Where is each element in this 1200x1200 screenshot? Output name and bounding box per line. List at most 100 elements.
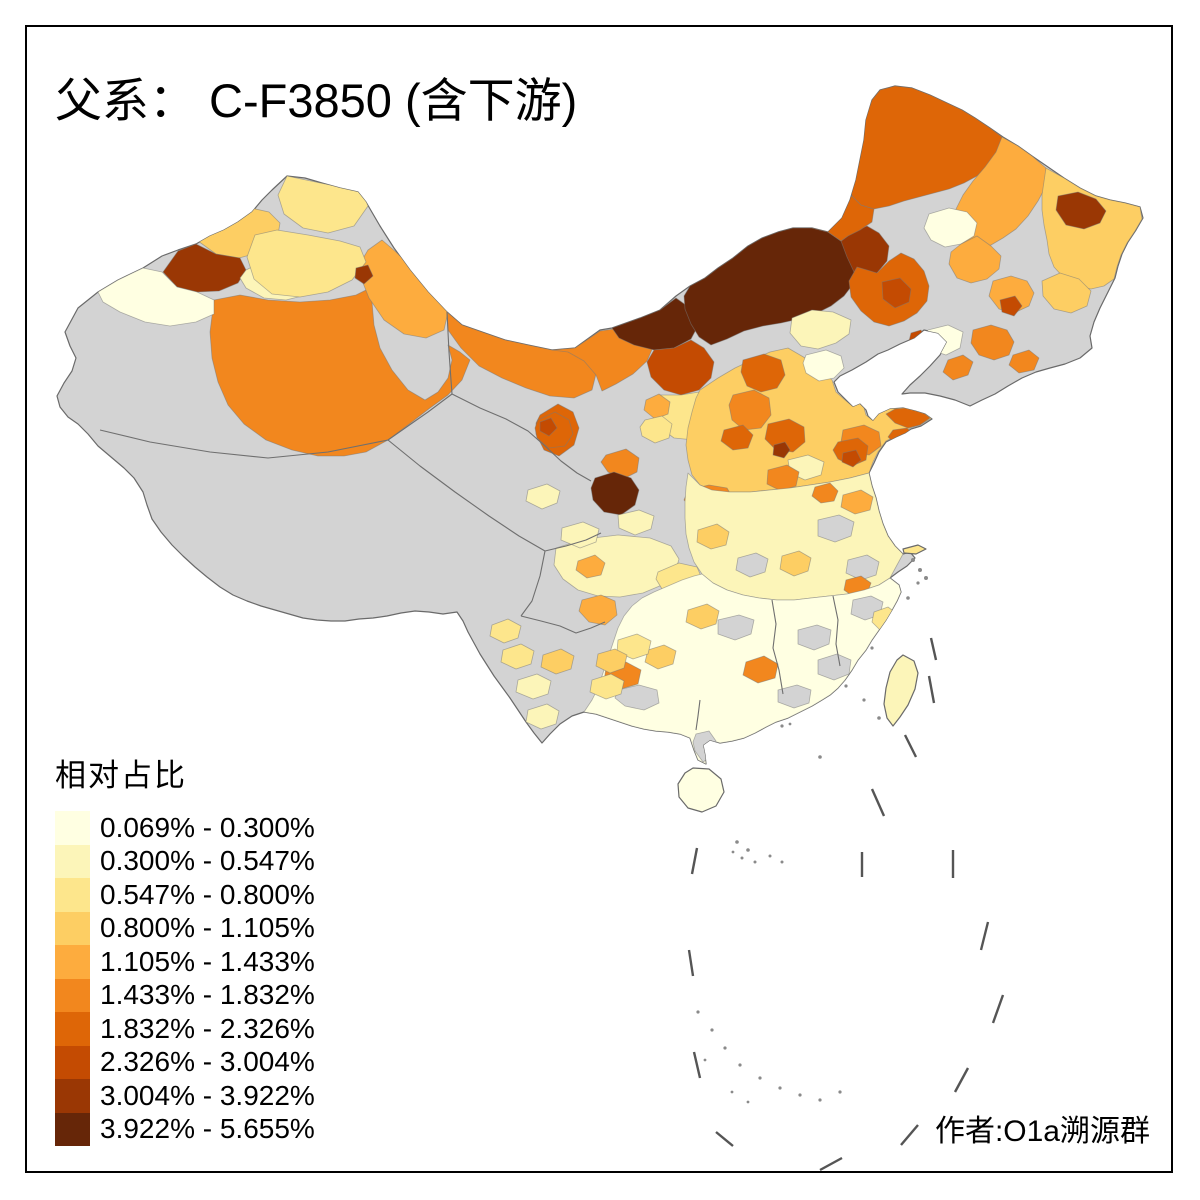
- map-region: [777, 684, 812, 709]
- map-region: [797, 624, 832, 651]
- map-region: [766, 464, 800, 492]
- nine-dash-segment: [687, 949, 695, 977]
- map-region: [539, 417, 558, 437]
- map-region: [999, 295, 1023, 317]
- nine-dash-segment: [903, 734, 918, 758]
- islet: [924, 576, 928, 580]
- islet: [730, 1090, 734, 1094]
- nine-dash-segment: [927, 675, 936, 704]
- legend-title: 相对占比: [55, 758, 187, 793]
- islet: [758, 1076, 762, 1080]
- map-region: [817, 514, 855, 543]
- map-region: [644, 644, 677, 670]
- map-region: [97, 267, 215, 327]
- islet: [911, 558, 915, 562]
- map-region: [578, 594, 618, 626]
- map-region: [600, 448, 640, 480]
- islet: [818, 1098, 822, 1102]
- islet: [731, 850, 735, 854]
- map-region: [683, 227, 858, 346]
- map-region: [840, 489, 874, 515]
- legend-label: 1.433% - 1.832%: [100, 979, 315, 1011]
- nine-dash-segment: [715, 1131, 734, 1147]
- islet: [862, 698, 866, 702]
- province-border: [771, 599, 784, 695]
- map-region: [772, 441, 791, 459]
- map-region: [209, 289, 471, 457]
- islet: [753, 860, 757, 864]
- province-border: [387, 439, 546, 552]
- legend-swatch: [55, 811, 90, 845]
- legend-row: 0.547% - 0.800%: [55, 878, 315, 912]
- taiwan-island: [883, 654, 919, 727]
- map-region: [525, 483, 561, 510]
- islet: [788, 722, 792, 726]
- islet: [838, 1090, 842, 1094]
- islet: [703, 1058, 707, 1062]
- map-region: [614, 684, 660, 711]
- province-border: [544, 532, 602, 552]
- province-border: [832, 595, 841, 667]
- legend-label: 3.004% - 3.922%: [100, 1079, 315, 1111]
- islet: [746, 848, 750, 852]
- map-region: [764, 418, 806, 453]
- map-region: [740, 353, 786, 393]
- islet: [740, 856, 744, 860]
- map-region: [589, 673, 625, 700]
- province-border: [520, 615, 606, 634]
- islet: [780, 724, 784, 728]
- islet: [918, 568, 922, 572]
- legend-row: 2.326% - 3.004%: [55, 1045, 315, 1079]
- map-region: [685, 603, 720, 630]
- map-region: [617, 509, 655, 536]
- map-region: [845, 554, 880, 581]
- legend-row: 0.300% - 0.547%: [55, 844, 315, 878]
- map-region: [881, 277, 912, 309]
- map-region: [639, 415, 673, 444]
- nine-dash-segment: [991, 994, 1005, 1024]
- legend-row: 1.433% - 1.832%: [55, 978, 315, 1012]
- islet: [780, 860, 784, 864]
- map-region: [885, 407, 931, 429]
- legend-row: 1.105% - 1.433%: [55, 945, 315, 979]
- islet: [696, 1010, 700, 1014]
- islet: [746, 1100, 750, 1104]
- province-border: [99, 393, 453, 459]
- nine-dash-segment: [690, 847, 699, 875]
- map-region: [696, 523, 730, 550]
- legend-row: 0.800% - 1.105%: [55, 911, 315, 945]
- legend-label: 1.832% - 2.326%: [100, 1012, 315, 1044]
- islet: [768, 854, 772, 858]
- chongming-island: [902, 544, 927, 555]
- islets: [696, 558, 928, 1104]
- legend-swatch: [55, 945, 90, 979]
- map-region: [1041, 272, 1092, 314]
- map-regions: [97, 86, 1143, 764]
- province-border: [446, 311, 453, 395]
- legend-label: 0.547% - 0.800%: [100, 878, 315, 910]
- map-region: [735, 552, 769, 578]
- legend-swatch: [55, 978, 90, 1012]
- islet: [870, 646, 874, 650]
- legend-swatch: [55, 878, 90, 912]
- map-region: [742, 655, 779, 684]
- hainan-island: [677, 767, 725, 813]
- province-border: [695, 699, 701, 731]
- legend-label: 0.069% - 0.300%: [100, 811, 315, 843]
- islet: [844, 684, 848, 688]
- islet: [778, 1086, 782, 1090]
- legend-swatch: [55, 1045, 90, 1079]
- legend-row: 1.832% - 2.326%: [55, 1012, 315, 1046]
- islet: [735, 840, 739, 844]
- nine-dash-line: [687, 637, 1005, 1172]
- islet: [906, 596, 910, 600]
- attribution: 作者:O1a溯源群: [934, 1115, 1150, 1148]
- map-region: [489, 618, 522, 644]
- map-region: [354, 264, 374, 285]
- legend-swatch: [55, 1079, 90, 1113]
- legend-rows: 0.069% - 0.300% 0.300% - 0.547% 0.547% - 0…: [55, 811, 315, 1146]
- legend-swatch: [55, 1012, 90, 1046]
- map-region: [646, 339, 715, 396]
